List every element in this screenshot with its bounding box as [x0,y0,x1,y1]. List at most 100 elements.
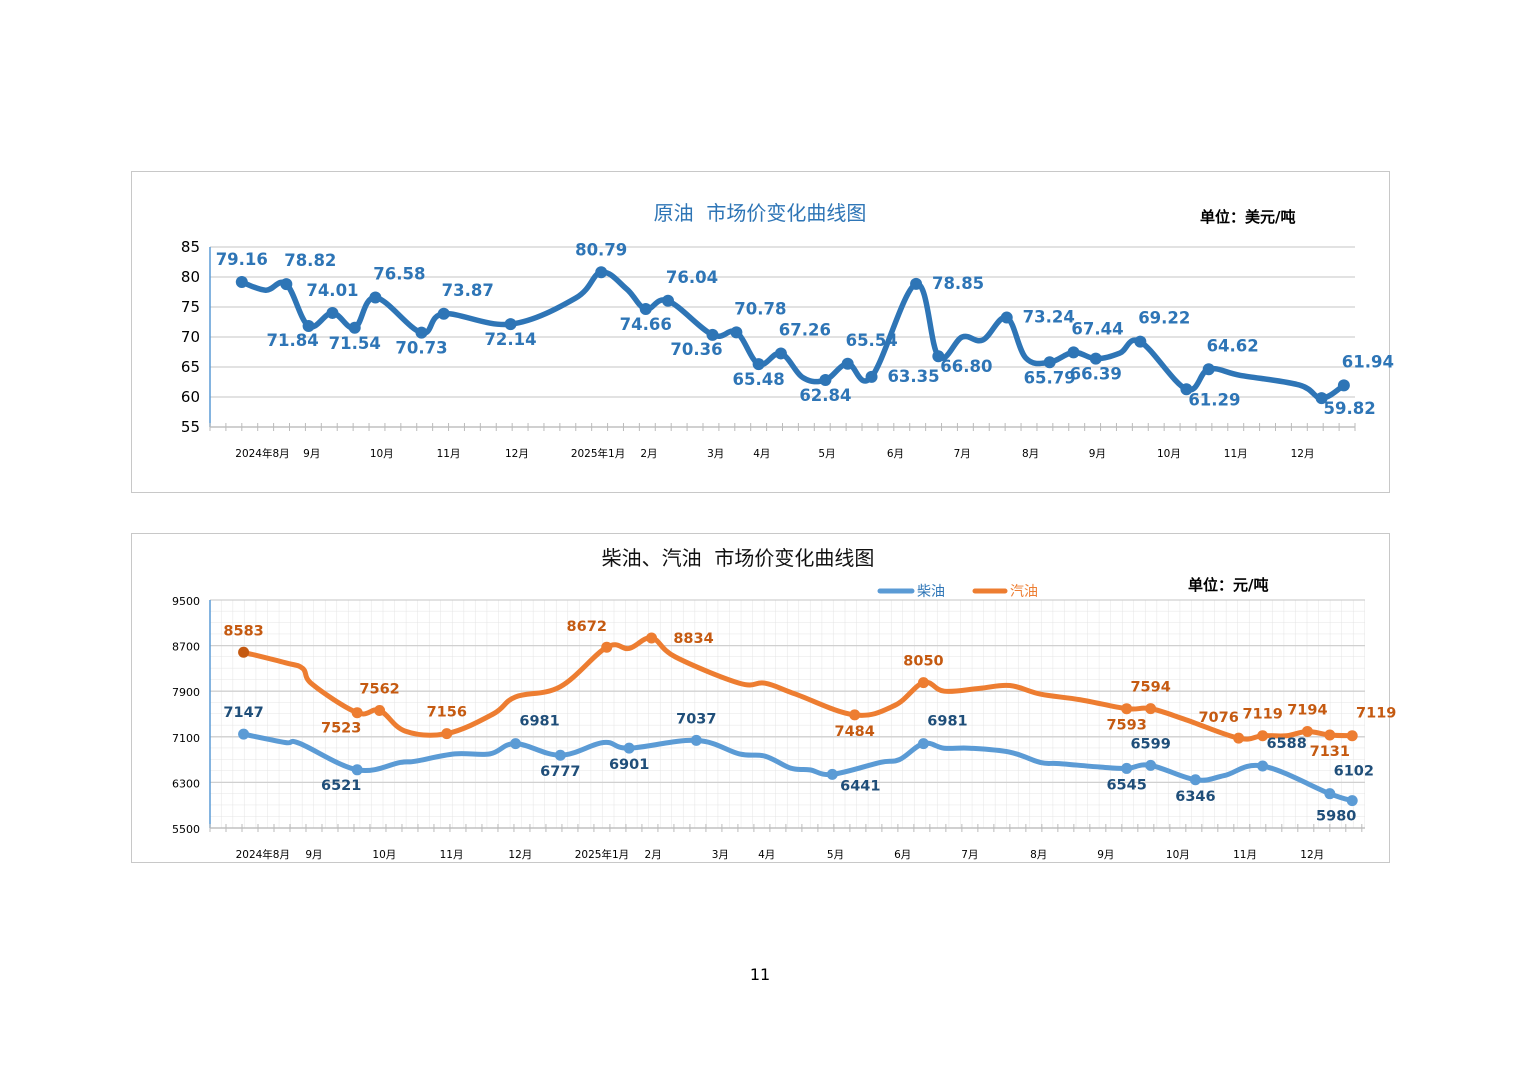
unit-label: 单位：元/吨 [1188,576,1268,594]
data-point-marker [774,347,787,360]
data-point-marker [510,738,522,750]
data-label: 67.44 [1071,319,1123,338]
data-label: 67.26 [779,320,831,339]
page-number: 11 [749,965,771,984]
x-tick-label: 6月 [894,849,911,861]
data-label: 7523 [321,721,361,737]
data-point-marker [601,641,613,653]
unit-label: 单位：美元/吨 [1200,208,1295,226]
data-point-marker [1301,725,1313,737]
y-tick-label: 65 [181,358,200,376]
data-point-marker [865,370,878,383]
x-tick-label: 3月 [712,849,729,861]
data-point-marker [1089,352,1102,365]
data-label: 70.73 [395,339,447,358]
x-tick-label: 8月 [1030,849,1047,861]
data-label: 7119 [1356,706,1396,722]
data-point-marker [1346,795,1358,807]
y-tick-label: 9500 [172,595,200,608]
data-point-marker [1145,703,1157,715]
x-tick-label: 2025年1月 [571,447,625,460]
data-label: 7156 [427,705,467,721]
data-point-marker [1315,392,1328,405]
x-tick-label: 10月 [1157,448,1181,460]
data-label: 74.01 [306,281,358,300]
data-label: 6102 [1334,764,1374,780]
data-label: 6441 [840,778,880,794]
y-tick-label: 8700 [172,641,200,654]
x-tick-label: 9月 [303,448,320,460]
data-label: 7562 [359,681,399,697]
data-label: 8672 [567,619,607,635]
data-point-marker [623,742,635,754]
data-point-marker [1257,730,1269,742]
data-label: 59.82 [1324,399,1376,418]
data-point-marker [1233,732,1245,744]
y-tick-label: 5500 [172,823,200,836]
data-point-marker [415,326,428,339]
x-tick-label: 7月 [961,849,978,861]
series-line-柴油 [241,731,1355,804]
x-tick-label: 10月 [372,849,396,861]
y-tick-label: 70 [181,328,200,346]
data-point-marker [437,307,450,320]
data-point-marker [932,350,945,363]
x-tick-label: 2月 [640,448,657,460]
data-label: 6588 [1266,736,1306,752]
x-tick-label: 4月 [753,448,770,460]
data-point-marker [302,319,315,332]
data-point-marker [1189,774,1201,786]
data-label: 73.87 [442,281,494,300]
data-label: 6981 [927,714,967,730]
data-label: 65.54 [846,331,898,350]
data-point-marker [1145,759,1157,771]
y-tick-label: 85 [181,238,200,256]
data-label: 63.35 [887,367,939,386]
crude-oil-chart-frame [131,171,1390,493]
x-tick-label: 9月 [1089,448,1106,460]
data-label: 74.66 [620,315,672,334]
data-label: 7131 [1310,744,1350,760]
y-tick-label: 6300 [172,777,200,790]
data-point-marker [730,326,743,339]
data-point-marker [1324,788,1336,800]
data-point-marker [1121,762,1133,774]
data-label: 6599 [1130,736,1170,752]
x-tick-label: 3月 [707,448,724,460]
data-label: 8583 [223,623,263,639]
data-label: 6981 [519,714,559,730]
data-label: 71.84 [266,331,318,350]
x-tick-label: 12月 [1300,849,1324,861]
data-point-marker [1000,311,1013,324]
x-tick-label: 2024年8月 [235,447,289,460]
data-label: 72.14 [484,330,536,349]
data-label: 7593 [1106,718,1146,734]
x-tick-label: 12月 [1291,448,1315,460]
chart-title: 原油 市场价变化曲线图 [654,201,867,225]
data-point-marker [1134,335,1147,348]
data-label: 62.84 [799,386,851,405]
x-tick-label: 5月 [818,448,835,460]
data-label: 7194 [1287,702,1327,718]
data-label: 79.16 [216,250,268,269]
x-tick-label: 11月 [440,849,464,861]
data-label: 6901 [609,757,649,773]
data-point-marker [917,738,929,750]
data-point-marker [595,266,608,279]
data-label: 69.22 [1138,309,1190,328]
data-point-marker [238,728,250,740]
data-label: 7037 [676,711,716,727]
data-label: 66.39 [1070,365,1122,384]
data-point-marker [1180,383,1193,396]
plot-area: 5500 6300 7100 7900 8700 9500 2024年8月 9月 10月 11月 1… [172,595,1396,861]
data-label: 70.36 [670,340,722,359]
x-tick-label: 11月 [1233,849,1257,861]
legend: 柴油 汽油 [877,584,1038,600]
data-point-marker [1121,703,1133,715]
x-tick-label: 12月 [508,849,532,861]
plot-area: 55 60 65 70 75 80 85 2024年8月 9月 10月 11月 12月 2025年1月 2… [181,238,1394,460]
x-tick-label: 11月 [437,448,461,460]
data-point-marker [1346,730,1358,742]
data-label: 78.85 [932,274,984,293]
